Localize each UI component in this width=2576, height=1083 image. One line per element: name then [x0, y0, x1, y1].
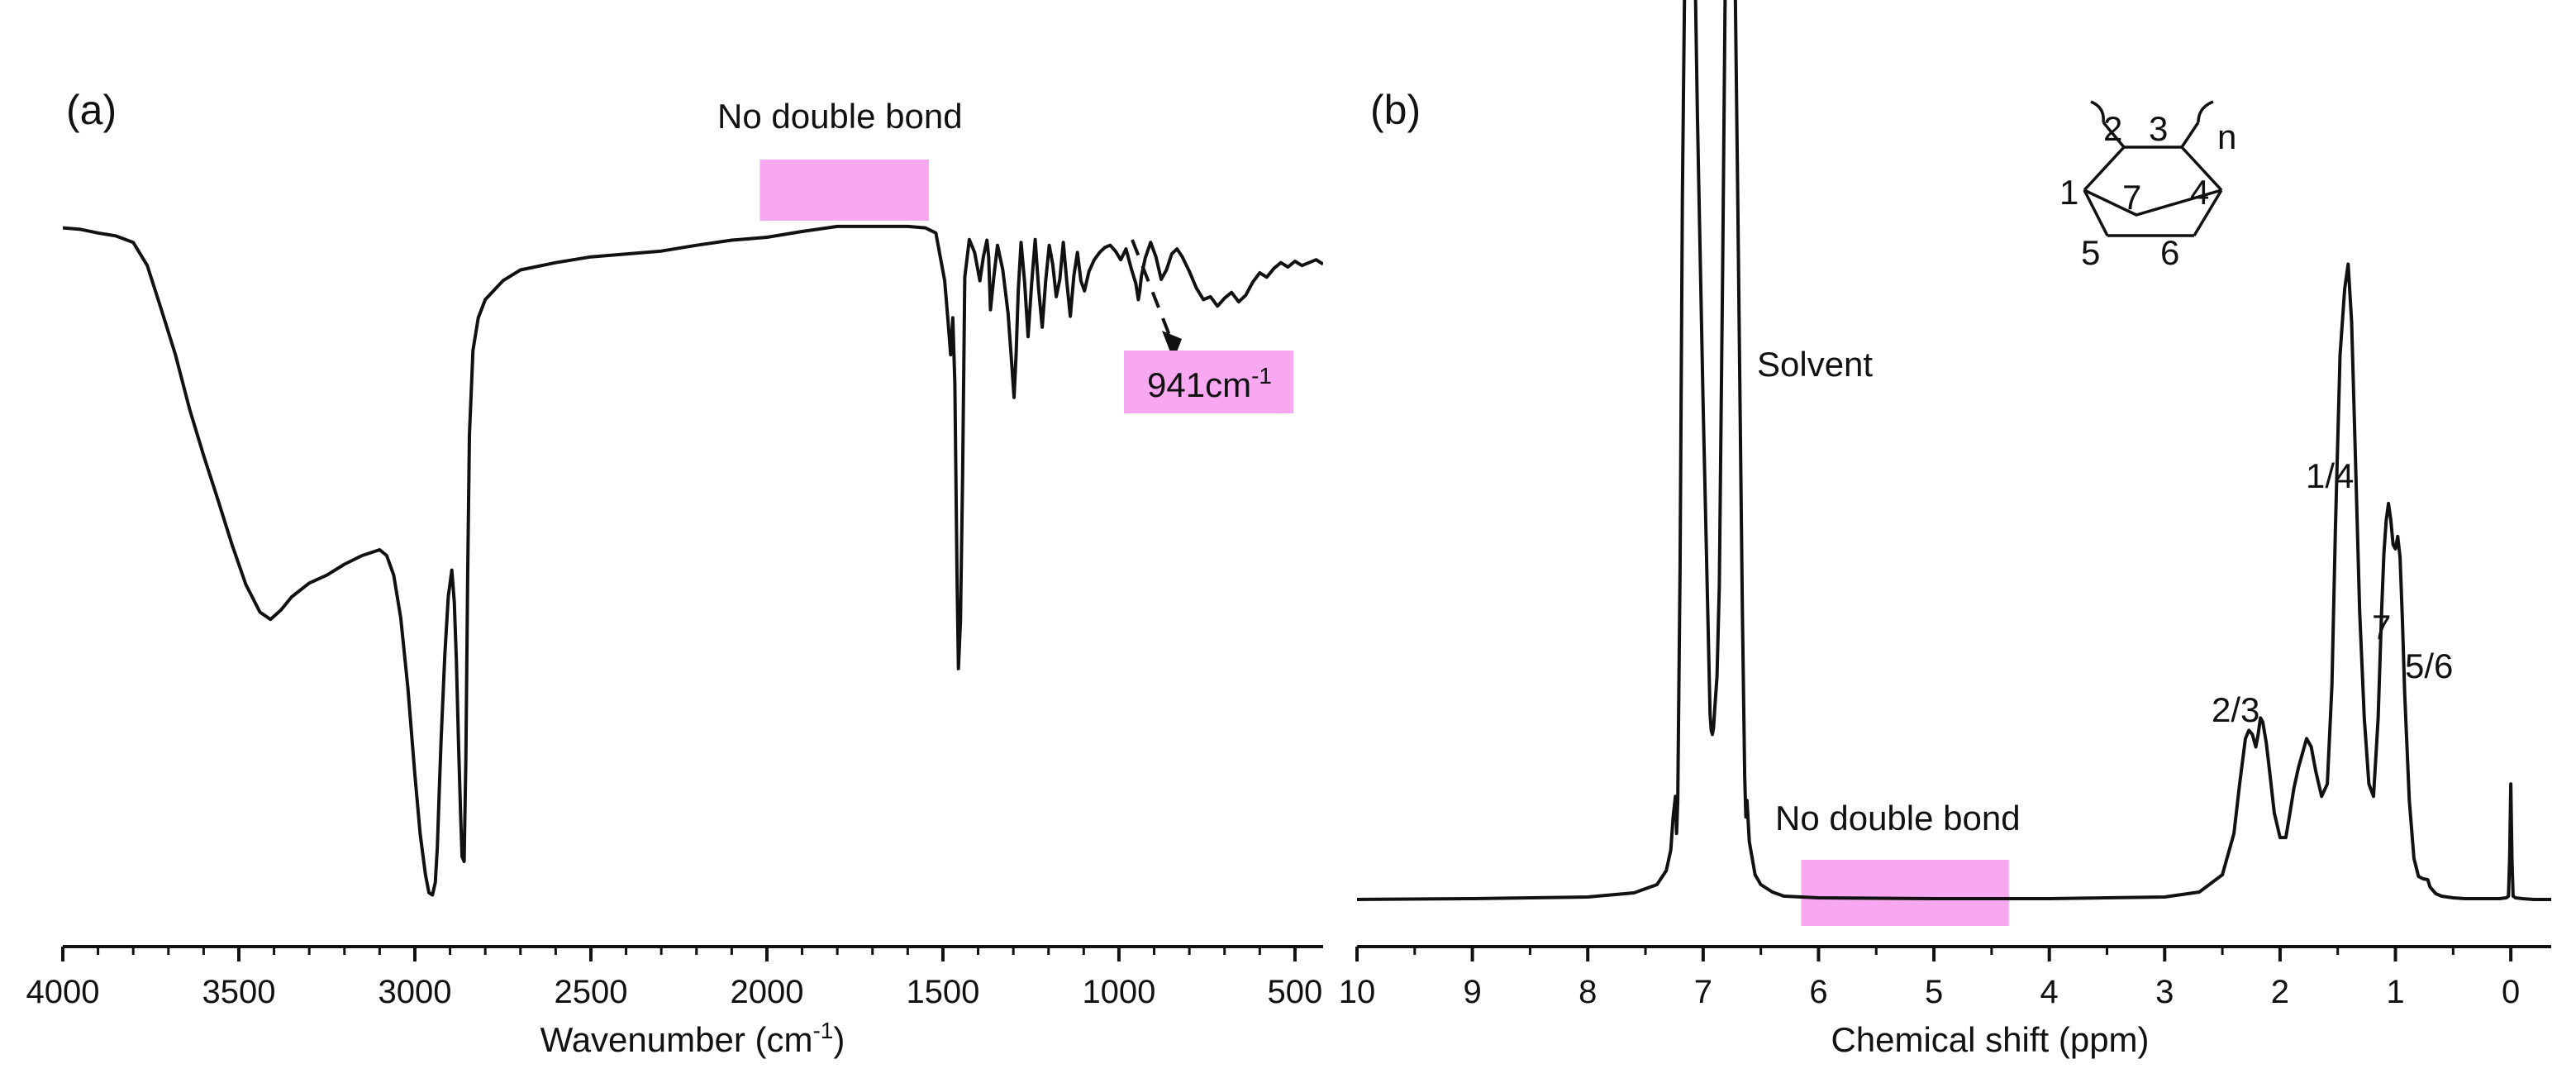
polymer-link-right [2180, 100, 2214, 148]
ftir-941-arrowhead [1162, 331, 1182, 360]
nmr-tick-label: 1 [2386, 974, 2404, 1010]
ftir-traces [63, 224, 1323, 897]
ftir-941-highlight [1124, 351, 1293, 413]
bond-c2-c1 [2083, 146, 2126, 192]
nmr-tick-label: 7 [1694, 974, 1712, 1010]
ftir-tick-label: 3500 [202, 974, 275, 1010]
atom-label-7: 7 [2122, 178, 2141, 217]
repeat-unit-n: n [2217, 117, 2236, 156]
ftir-941-label: 941cm-1 [1147, 363, 1272, 404]
nmr-tick-label: 4 [2040, 974, 2059, 1010]
ftir-no-double-bond-label: No double bond [717, 97, 963, 136]
nmr-tick-label: 8 [1578, 974, 1597, 1010]
bridge-c7 [2083, 188, 2222, 217]
bond-c4-c6 [2193, 189, 2223, 236]
ftir-tick-label: 2500 [554, 974, 627, 1010]
ftir-series-line-0 [63, 224, 1323, 897]
ftir-tick-label: 500 [1268, 974, 1323, 1010]
nmr-tick-label: 2 [2271, 974, 2289, 1010]
nmr-traces [1357, 0, 2551, 901]
nmr-x-ticks: 10 9 8 7 6 5 4 3 2 1 0 [1339, 947, 2520, 1010]
ftir-x-axis-title-superscript: -1 [812, 1018, 833, 1043]
ftir-tick-label: 4000 [26, 974, 100, 1010]
nmr-tick-label: 5 [1925, 974, 1943, 1010]
nmr-series-line-0 [1357, 0, 2551, 901]
norbornane-structure [2083, 100, 2223, 237]
atom-label-5: 5 [2081, 233, 2100, 272]
polymer-link-left [2090, 100, 2126, 149]
nmr-panel: (b) No double bond Solvent 2/3 1/4 7 5/6… [1339, 0, 2551, 1059]
ftir-panel: (a) No double bond 941cm-1 4000 3500 3000 2… [26, 87, 1323, 1059]
bond-c1-c5 [2083, 189, 2109, 236]
panel-a-label: (a) [66, 87, 117, 133]
ftir-x-ticks: 4000 3500 3000 2500 2000 1500 1000 500 [26, 947, 1323, 1010]
nmr-peak-label-2-3: 2/3 [2212, 690, 2259, 729]
ftir-x-axis-title: Wavenumber (cm-1) [540, 1018, 845, 1059]
panel-b-label: (b) [1370, 87, 1421, 133]
ftir-x-axis-title-main: Wavenumber (cm [540, 1020, 813, 1059]
nmr-peak-label-5-6: 5/6 [2405, 646, 2453, 685]
atom-label-6: 6 [2160, 233, 2179, 272]
ftir-tick-label: 1500 [906, 974, 979, 1010]
ftir-941-superscript: -1 [1251, 363, 1272, 389]
ftir-941-arrow-line [1131, 239, 1172, 338]
structure-labels: 1 2 3 4 5 6 7 n [2059, 109, 2236, 272]
atom-label-3: 3 [2149, 109, 2168, 148]
nmr-solvent-label: Solvent [1757, 345, 1873, 384]
nmr-tick-label: 0 [2502, 974, 2520, 1010]
ftir-941-value: 941cm [1147, 365, 1251, 404]
bond-c3-c4 [2180, 146, 2223, 192]
ftir-tick-label: 1000 [1082, 974, 1155, 1010]
nmr-tick-label: 9 [1463, 974, 1481, 1010]
ftir-x-axis-title-close: ) [833, 1020, 845, 1059]
atom-label-1: 1 [2059, 173, 2078, 212]
nmr-no-double-bond-highlight [1801, 860, 2009, 926]
atom-label-4: 4 [2190, 173, 2209, 212]
atom-label-2: 2 [2103, 109, 2122, 148]
nmr-tick-label: 6 [1809, 974, 1827, 1010]
nmr-no-double-bond-label: No double bond [1775, 799, 2021, 837]
ftir-no-double-bond-highlight [759, 160, 929, 221]
ftir-tick-label: 3000 [378, 974, 451, 1010]
nmr-peak-label-1-4: 1/4 [2306, 456, 2354, 495]
ftir-tick-label: 2000 [730, 974, 803, 1010]
nmr-tick-label: 10 [1339, 974, 1376, 1010]
nmr-x-axis-title: Chemical shift (ppm) [1831, 1020, 2149, 1059]
nmr-tick-label: 3 [2155, 974, 2174, 1010]
